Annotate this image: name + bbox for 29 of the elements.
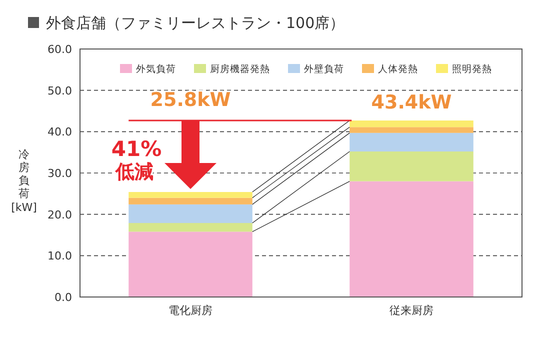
y-tick-label: 20.0 bbox=[48, 208, 72, 222]
bar bbox=[128, 204, 252, 224]
annotation: 25.8kW bbox=[150, 89, 231, 111]
chart-title: 外食店舗（ファミリーレストラン・100席） bbox=[46, 14, 345, 32]
legend-label: 外壁負荷 bbox=[304, 63, 344, 75]
y-tick-label: 60.0 bbox=[48, 43, 72, 56]
y-tick-label: 10.0 bbox=[48, 250, 72, 263]
x-tick-label: 従来厨房 bbox=[390, 304, 434, 317]
bar bbox=[350, 152, 474, 182]
y-tick-label: 30.0 bbox=[48, 167, 72, 180]
y-axis-title: 冷房負荷[kW] bbox=[11, 148, 37, 214]
y-tick-label: 50.0 bbox=[48, 84, 72, 98]
legend-label: 照明発熱 bbox=[452, 63, 492, 75]
legend-label: 人体発熱 bbox=[378, 63, 418, 75]
bar bbox=[350, 120, 474, 128]
legend-label: 外気負荷 bbox=[136, 63, 176, 75]
bar bbox=[350, 132, 474, 152]
annotation: 41% bbox=[111, 137, 162, 161]
bar bbox=[350, 127, 474, 133]
bar bbox=[350, 181, 474, 297]
y-tick-label: 40.0 bbox=[48, 126, 72, 139]
bar bbox=[128, 223, 252, 232]
legend-label: 厨房機器発熱 bbox=[210, 63, 270, 75]
y-tick-label: 0.0 bbox=[54, 291, 72, 304]
annotation: 43.4kW bbox=[371, 92, 452, 114]
bar bbox=[128, 232, 252, 297]
x-tick-label: 電化厨房 bbox=[168, 304, 212, 317]
bar bbox=[128, 192, 252, 198]
bar bbox=[128, 198, 252, 204]
